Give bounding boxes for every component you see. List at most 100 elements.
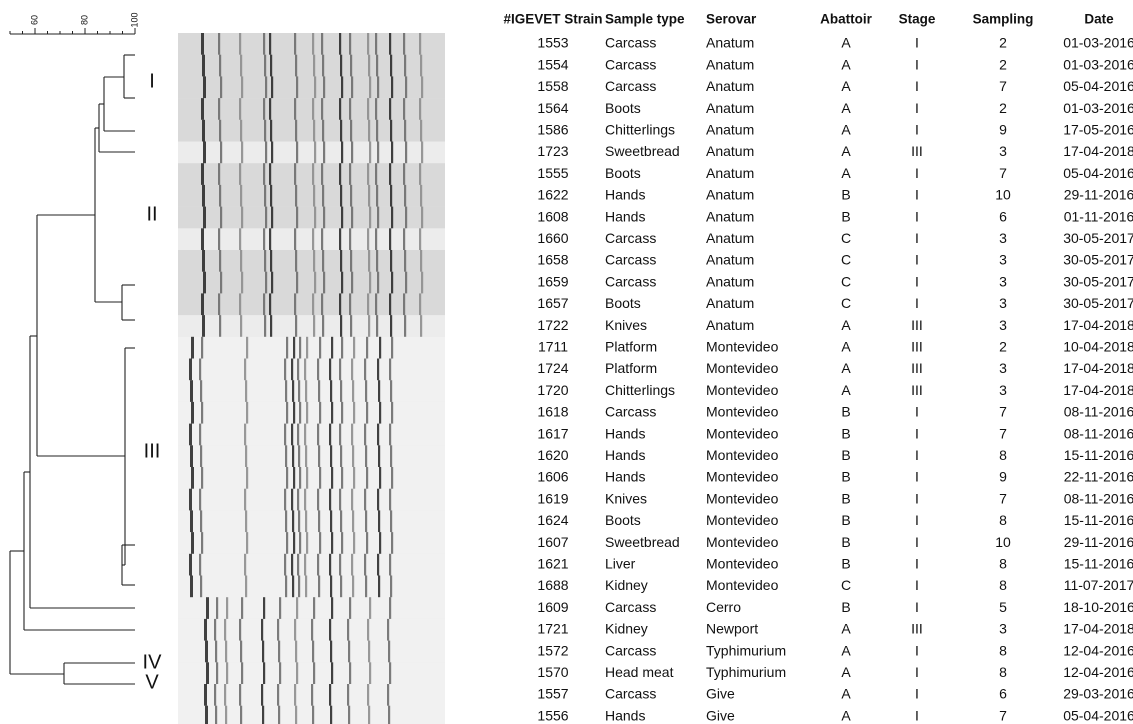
table-cell: Anatum (706, 208, 754, 224)
gel-band (353, 467, 355, 489)
gel-band (277, 684, 279, 706)
gel-band (388, 641, 390, 663)
gel-band (375, 293, 377, 315)
gel-band (367, 228, 369, 250)
gel-band (292, 576, 294, 598)
gel-band (239, 98, 241, 120)
table-cell: Anatum (706, 165, 754, 181)
gel-band (352, 380, 354, 402)
gel-band (201, 293, 204, 315)
gel-band (294, 619, 296, 641)
gel-band (263, 662, 265, 684)
gel-band (317, 424, 319, 446)
gel-band (294, 33, 296, 55)
table-cell: 05-04-2016 (1063, 165, 1133, 181)
table-cell: Typhimurium (706, 664, 786, 680)
gel-band (391, 467, 393, 489)
gel-band (285, 576, 287, 598)
table-cell: 7 (999, 425, 1007, 441)
cluster-label: III (144, 440, 161, 462)
gel-band (348, 641, 350, 663)
table-cell: B (841, 187, 850, 203)
table-cell: III (911, 143, 923, 159)
table-cell: Boots (605, 295, 641, 311)
table-cell: Carcass (605, 273, 656, 289)
gel-band (322, 250, 324, 272)
table-cell: 9 (999, 122, 1007, 138)
gel-band (199, 554, 201, 576)
table-cell: Platform (605, 339, 657, 355)
gel-band (367, 33, 369, 55)
gel-band (365, 576, 367, 598)
gel-band (390, 55, 392, 77)
table-cell: 29-11-2016 (1064, 187, 1133, 203)
gel-band (419, 228, 421, 250)
gel-band (284, 489, 286, 511)
gel-band (270, 185, 272, 207)
table-cell: 1607 (537, 534, 568, 550)
gel-band (389, 489, 391, 511)
gel-band (379, 532, 381, 554)
gel-band (296, 662, 298, 684)
gel-band (389, 33, 391, 55)
gel-band (293, 532, 295, 554)
gel-band (264, 315, 266, 337)
gel-band (350, 55, 352, 77)
gel-band (378, 445, 380, 467)
gel-band (291, 424, 293, 446)
gel-band (340, 185, 342, 207)
gel-band (245, 576, 247, 598)
table-cell: 1572 (537, 642, 568, 658)
gel-band (264, 120, 266, 142)
gel-band (312, 641, 314, 663)
gel-band (340, 315, 342, 337)
gel-band (405, 142, 407, 164)
table-cell: A (841, 165, 851, 181)
gel-lane (178, 402, 445, 424)
gel-band (420, 315, 422, 337)
gel-band (298, 510, 300, 532)
gel-band (369, 597, 371, 619)
gel-band (330, 445, 332, 467)
table-cell: I (915, 599, 919, 615)
table-cell: I (915, 252, 919, 268)
gel-band (349, 228, 351, 250)
gel-band (201, 337, 203, 359)
gel-band (304, 359, 306, 381)
gel-band (368, 120, 370, 142)
table-cell: B (841, 447, 850, 463)
gel-band (313, 55, 315, 77)
table-cell: 8 (999, 642, 1007, 658)
gel-band (201, 532, 203, 554)
gel-band (285, 445, 287, 467)
gel-band (330, 706, 332, 724)
table-cell: 17-04-2018 (1063, 382, 1133, 398)
gel-band (312, 98, 314, 120)
gel-band (390, 380, 392, 402)
gel-band (404, 120, 406, 142)
gel-band (224, 619, 226, 641)
table-cell: 29-03-2016 (1063, 686, 1133, 702)
gel-band (299, 532, 301, 554)
table-cell: 15-11-2016 (1064, 556, 1133, 572)
cluster-label: V (145, 671, 159, 693)
table-cell: 1720 (537, 382, 568, 398)
gel-band (240, 706, 242, 724)
table-cell: I (915, 534, 919, 550)
gel-band (341, 76, 343, 98)
gel-band (339, 359, 341, 381)
gel-band (403, 163, 405, 185)
gel-band (420, 185, 422, 207)
gel-band (379, 402, 381, 424)
gel-band (312, 33, 314, 55)
gel-band (351, 359, 353, 381)
gel-band (366, 532, 368, 554)
gel-band (366, 467, 368, 489)
gel-band (341, 207, 343, 229)
gel-band (377, 207, 379, 229)
gel-band (215, 706, 217, 724)
gel-lane (178, 576, 445, 598)
gel-band (375, 163, 377, 185)
table-cell: Montevideo (706, 404, 779, 420)
gel-band (318, 510, 320, 532)
